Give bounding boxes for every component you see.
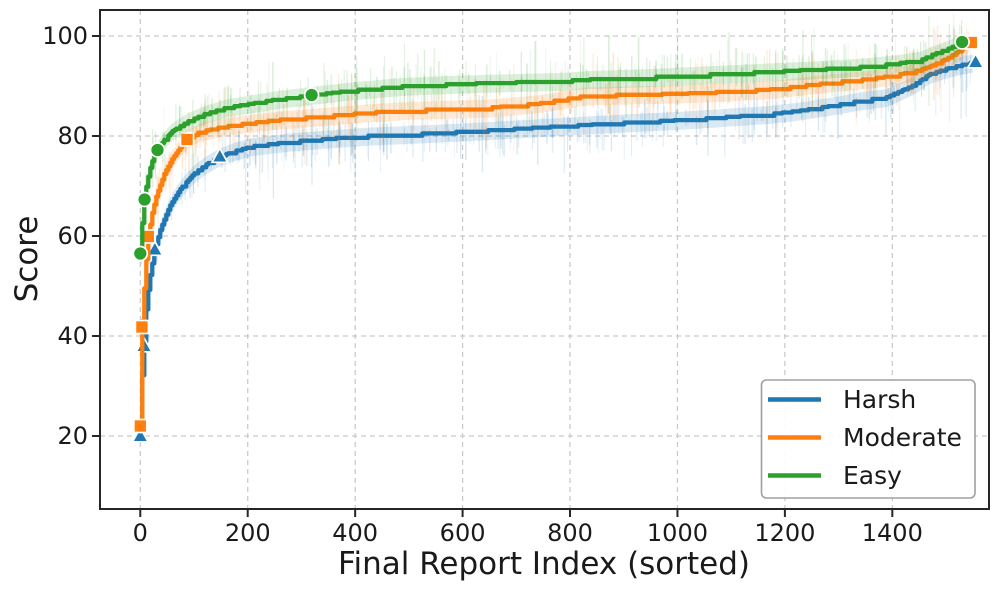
legend: Harsh Moderate Easy — [760, 379, 976, 499]
easy-marker-circle — [132, 245, 149, 262]
y-tick-label: 60 — [57, 222, 88, 250]
x-tick-label: 400 — [332, 519, 378, 547]
moderate-markers — [132, 35, 979, 434]
moderate-marker-square — [179, 132, 195, 147]
x-tick-label: 600 — [440, 519, 486, 547]
x-tick-label: 1200 — [754, 519, 815, 547]
y-axis-label: Score — [9, 216, 45, 303]
y-tick-label: 40 — [57, 322, 88, 350]
legend-item-easy: Easy — [768, 461, 902, 490]
x-tick-label: 1400 — [862, 519, 923, 547]
moderate-marker-square — [132, 418, 148, 434]
y-tick-label: 80 — [57, 122, 88, 150]
x-tick-label: 800 — [547, 519, 593, 547]
legend-box — [760, 379, 976, 499]
series-curves — [131, 13, 985, 446]
easy-marker-circle — [303, 87, 320, 103]
easy-marker-circle — [136, 191, 153, 208]
easy-markers — [132, 34, 970, 262]
axes: 0 200 400 600 800 1000 1200 1400 20 40 60 80 100 — [42, 9, 990, 547]
legend-item-moderate: Moderate — [768, 423, 962, 452]
y-tick-label: 100 — [42, 22, 88, 50]
x-tick-label: 1000 — [647, 519, 708, 547]
legend-label: Easy — [843, 461, 902, 490]
easy-marker-circle — [954, 34, 970, 50]
plot-spines — [99, 9, 990, 510]
x-tick-label: 0 — [133, 519, 148, 547]
x-tick-label: 200 — [225, 519, 271, 547]
moderate-line — [138, 40, 974, 429]
legend-label: Harsh — [843, 385, 916, 414]
legend-item-harsh: Harsh — [768, 385, 916, 414]
easy-marker-circle — [149, 142, 166, 158]
harsh-marker-triangle — [131, 426, 150, 443]
moderate-marker-square — [134, 319, 150, 335]
harsh-markers — [131, 52, 985, 443]
legend-label: Moderate — [843, 423, 962, 452]
harsh-marker-triangle — [966, 52, 985, 69]
y-tick-label: 20 — [57, 422, 88, 450]
x-axis-label: Final Report Index (sorted) — [338, 546, 750, 582]
harsh-line — [138, 59, 978, 439]
harsh-marker-triangle — [145, 239, 165, 257]
harsh-marker-triangle — [210, 146, 230, 164]
